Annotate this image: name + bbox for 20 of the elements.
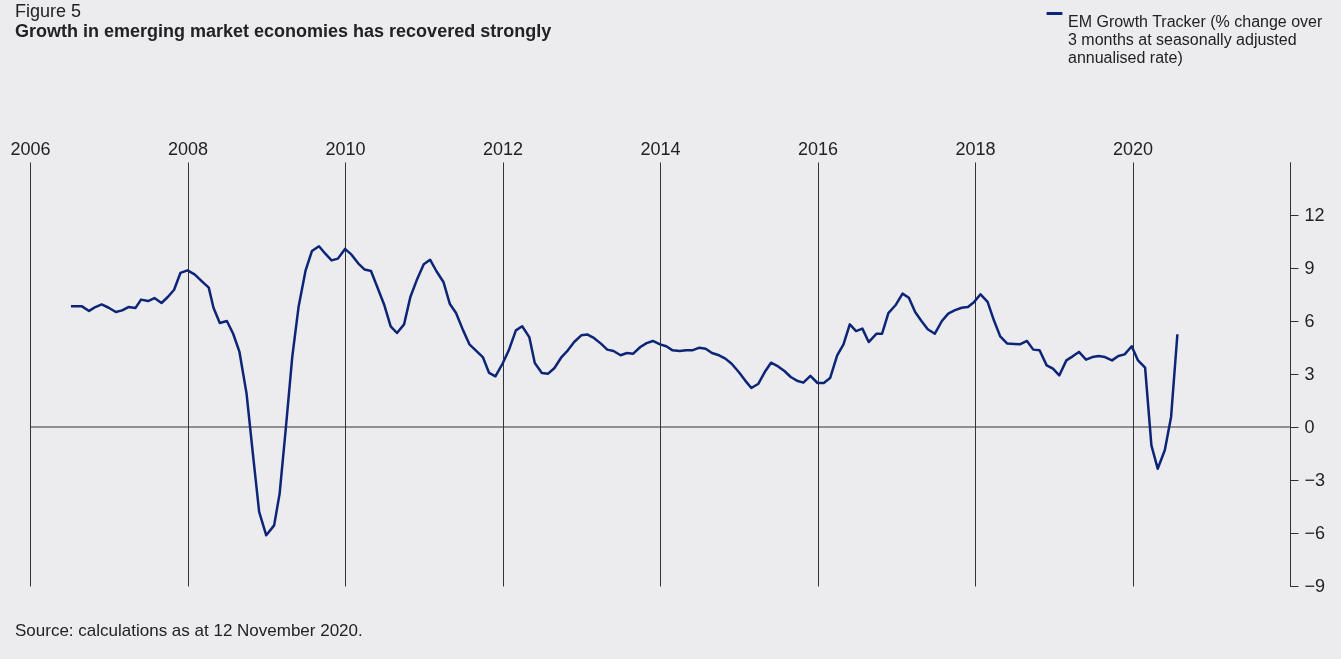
chart-title: Figure 5 — [15, 1, 82, 21]
y-tick-label: −6 — [1304, 522, 1326, 543]
x-tick-label: 2018 — [955, 138, 996, 159]
y-tick-label: 12 — [1304, 204, 1325, 225]
chart-subtitle: Growth in emerging market economies has recovered strongly — [15, 21, 552, 41]
y-tick-label: 3 — [1304, 363, 1315, 384]
source-note: Source: calculations as at 12 November 2020. — [15, 621, 363, 640]
y-tick-label: 0 — [1304, 416, 1315, 437]
x-tick-label: 2012 — [482, 138, 524, 159]
x-tick-label: 2008 — [167, 138, 209, 159]
x-tick-label: 2020 — [1112, 138, 1154, 159]
y-tick-label: −9 — [1304, 575, 1326, 596]
y-tick-label: 9 — [1304, 257, 1315, 278]
x-tick-label: 2016 — [797, 138, 839, 159]
y-tick-label: −3 — [1304, 469, 1326, 490]
legend-label: EM Growth Tracker (% change over 3 months at seasonally adjusted annualised rate) — [1068, 12, 1323, 66]
x-tick-label: 2010 — [325, 138, 366, 159]
y-tick-label: 6 — [1304, 310, 1315, 331]
x-tick-label: 2006 — [10, 138, 51, 159]
x-tick-label: 2014 — [640, 138, 681, 159]
